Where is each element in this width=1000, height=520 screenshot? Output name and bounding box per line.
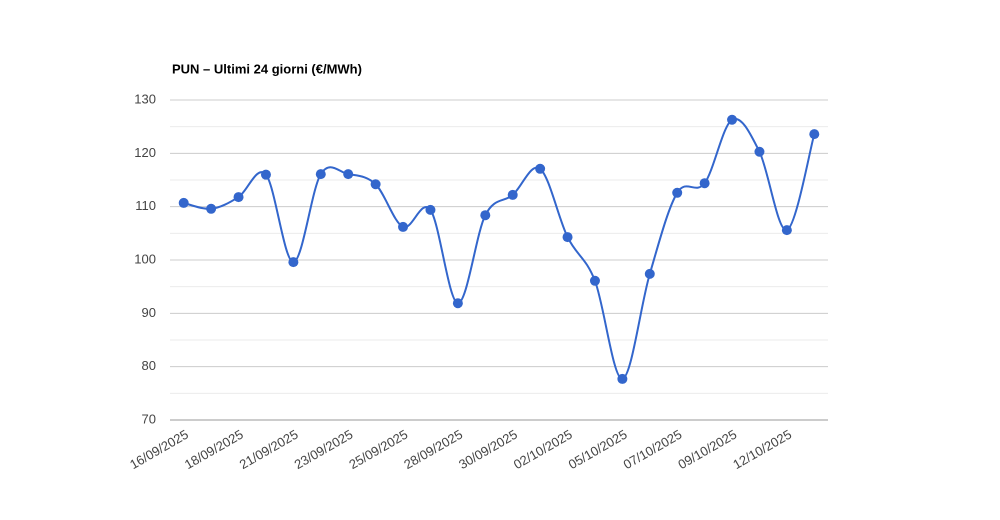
x-tick-label: 09/10/2025 (675, 427, 739, 473)
x-tick-label: 18/09/2025 (182, 427, 246, 473)
x-tick-label: 30/09/2025 (456, 427, 520, 473)
point (315, 169, 326, 180)
point (781, 225, 792, 236)
point (727, 114, 738, 125)
point (809, 129, 820, 140)
y-tick-label: 100 (134, 251, 156, 266)
point (589, 275, 600, 286)
x-tick-label: 25/09/2025 (346, 427, 410, 473)
y-tick-label: 110 (135, 198, 156, 213)
point (178, 197, 189, 208)
point (644, 268, 655, 279)
y-tick-label: 120 (134, 145, 156, 160)
point (260, 169, 271, 180)
y-tick-label: 130 (134, 91, 156, 106)
x-tick-label: 23/09/2025 (292, 427, 356, 473)
x-tick-label: 12/10/2025 (730, 427, 794, 473)
point (452, 298, 463, 309)
chart-title: PUN – Ultimi 24 giorni (€/MWh) (172, 61, 362, 76)
x-tick-label: 05/10/2025 (566, 427, 630, 473)
point (562, 232, 573, 243)
point (699, 178, 710, 189)
y-tick-label: 80 (142, 358, 156, 373)
y-tick-label: 70 (142, 411, 156, 426)
point (480, 210, 491, 221)
point (425, 204, 436, 215)
x-tick-label: 21/09/2025 (237, 427, 301, 473)
x-tick-label: 07/10/2025 (621, 427, 685, 473)
point (398, 221, 409, 232)
point (754, 146, 765, 157)
point (535, 163, 546, 174)
y-tick-label: 90 (142, 305, 156, 320)
point (288, 257, 299, 268)
point (507, 189, 518, 200)
x-tick-label: 16/09/2025 (127, 427, 191, 473)
point (370, 179, 381, 190)
point (343, 169, 354, 180)
x-tick-label: 02/10/2025 (511, 427, 575, 473)
point (617, 373, 628, 384)
point (233, 192, 244, 203)
point (672, 187, 683, 198)
x-tick-label: 28/09/2025 (401, 427, 465, 473)
point (206, 203, 217, 214)
